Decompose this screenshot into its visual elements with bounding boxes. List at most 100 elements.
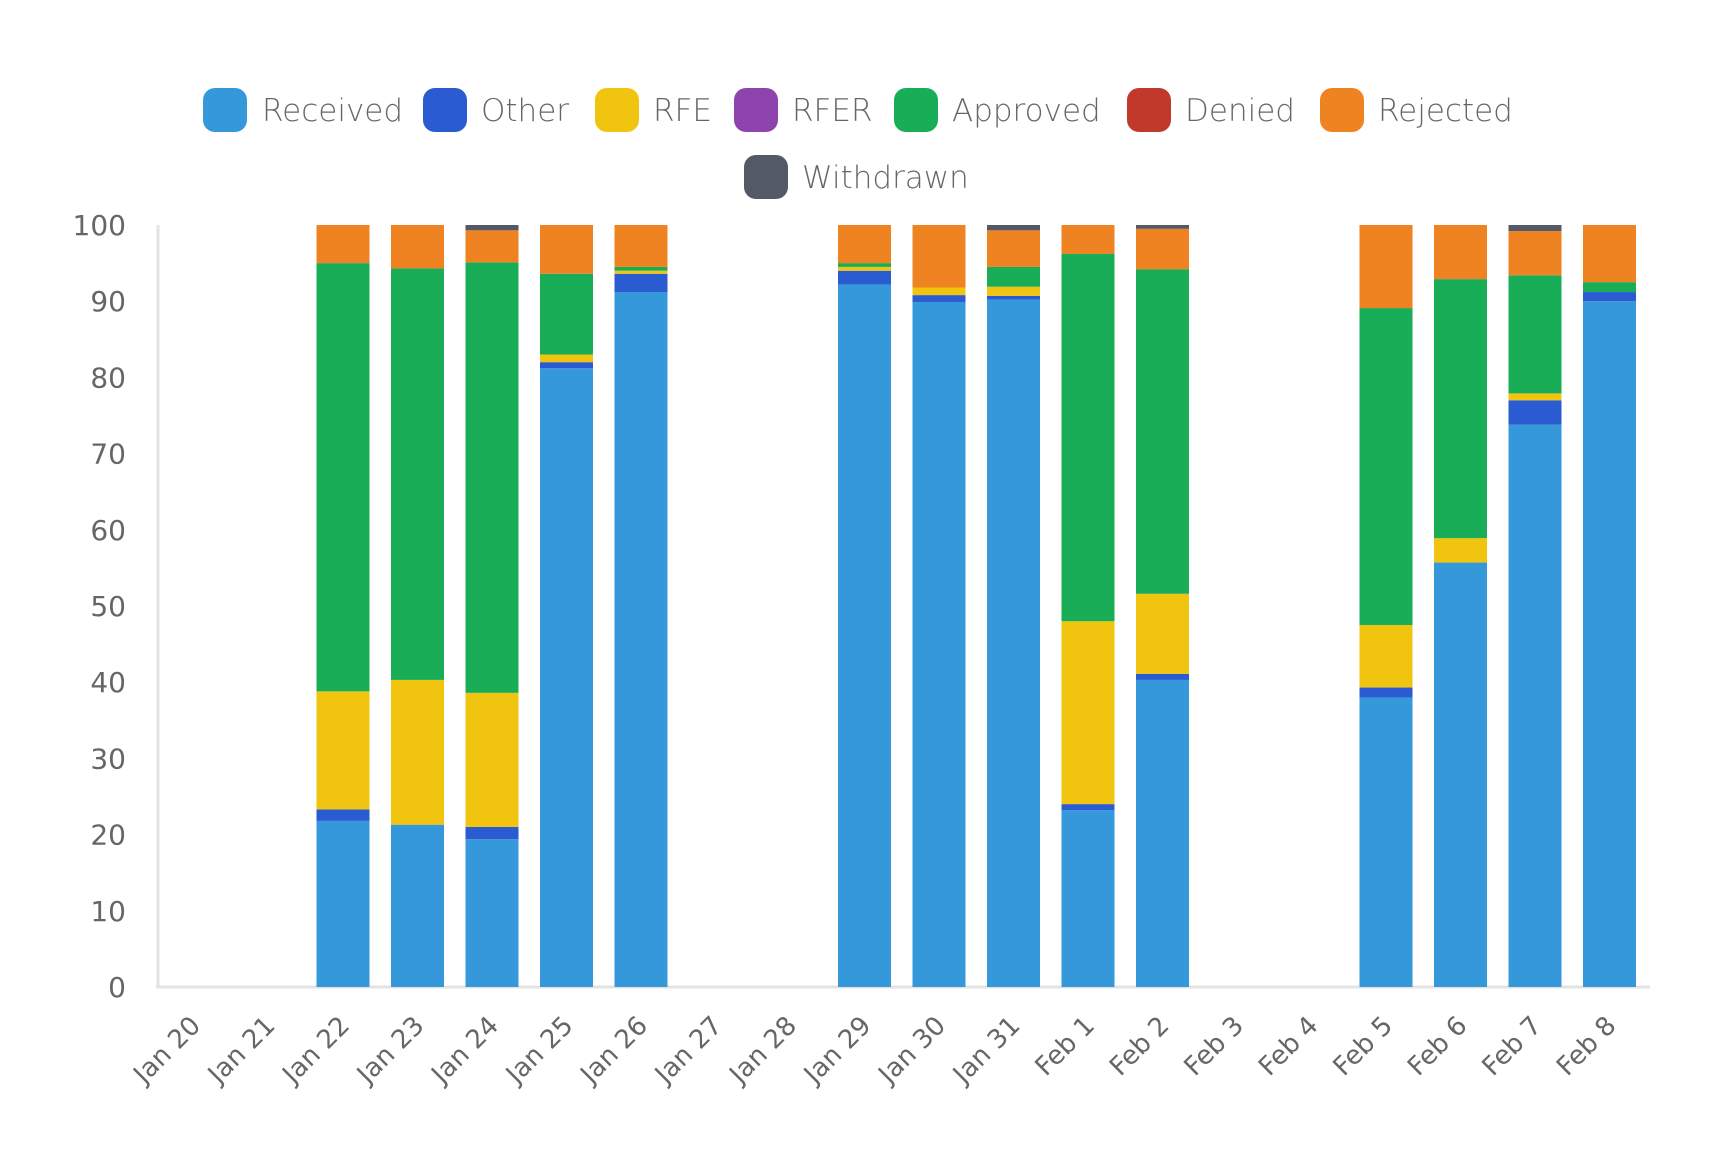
bar-segment-rfe[interactable] <box>1434 538 1487 563</box>
bar-segment-received[interactable] <box>540 368 593 988</box>
y-tick-label: 90 <box>90 285 126 318</box>
bar-stack-feb-8[interactable] <box>1583 225 1636 987</box>
bar-segment-rfe[interactable] <box>465 692 519 827</box>
legend-swatch-denied <box>1127 88 1171 132</box>
legend-item-rfer[interactable]: RFER <box>734 88 873 132</box>
bar-segment-approved[interactable] <box>465 262 519 693</box>
bar-segment-rfe[interactable] <box>391 679 444 825</box>
bar-segment-other[interactable] <box>838 270 891 285</box>
bar-segment-rfe[interactable] <box>912 287 966 296</box>
bar-segment-received[interactable] <box>316 820 370 987</box>
bar-segment-received[interactable] <box>1583 301 1636 987</box>
bar-stack-feb-1[interactable] <box>1061 225 1115 987</box>
bar-segment-rfe[interactable] <box>987 286 1040 296</box>
bar-segment-approved[interactable] <box>1136 269 1189 594</box>
bar-segment-rejected[interactable] <box>614 225 668 267</box>
bar-stack-feb-7[interactable] <box>1508 225 1562 987</box>
bar-segment-received[interactable] <box>465 839 519 987</box>
bar-segment-other[interactable] <box>1061 804 1115 811</box>
bar-stack-jan-31[interactable] <box>987 225 1040 987</box>
bar-segment-withdrawn[interactable] <box>465 225 519 231</box>
bar-segment-approved[interactable] <box>1061 253 1115 622</box>
bar-segment-rejected[interactable] <box>1061 225 1115 254</box>
bar-segment-rfe[interactable] <box>1359 625 1413 688</box>
legend-label-rejected: Rejected <box>1378 93 1513 129</box>
bar-stack-jan-29[interactable] <box>838 225 891 987</box>
bar-stack-jan-25[interactable] <box>540 225 593 988</box>
bar-segment-rejected[interactable] <box>987 230 1040 267</box>
bar-segment-rejected[interactable] <box>1434 225 1487 280</box>
bar-segment-approved[interactable] <box>1359 308 1413 626</box>
bar-segment-other[interactable] <box>1583 292 1636 302</box>
bar-segment-rfe[interactable] <box>614 270 668 274</box>
bar-segment-received[interactable] <box>1136 679 1189 987</box>
y-tick-label: 40 <box>90 666 126 699</box>
bar-stack-jan-24[interactable] <box>465 225 519 987</box>
bar-segment-other[interactable] <box>987 295 1040 300</box>
bar-stack-feb-5[interactable] <box>1359 225 1413 987</box>
bar-segment-rejected[interactable] <box>465 230 519 263</box>
bar-segment-approved[interactable] <box>1583 282 1636 293</box>
bar-segment-received[interactable] <box>614 292 668 987</box>
bar-segment-approved[interactable] <box>316 263 370 692</box>
bar-segment-other[interactable] <box>614 273 668 293</box>
bar-segment-withdrawn[interactable] <box>987 225 1040 231</box>
bar-segment-approved[interactable] <box>838 263 891 267</box>
bar-segment-received[interactable] <box>912 301 966 987</box>
bar-segment-rejected[interactable] <box>1359 225 1413 309</box>
legend-swatch-other <box>423 88 467 132</box>
bar-segment-rejected[interactable] <box>912 225 966 288</box>
bar-segment-rfe[interactable] <box>838 266 891 271</box>
bar-stack-jan-30[interactable] <box>912 225 966 987</box>
bar-segment-rejected[interactable] <box>1583 225 1636 283</box>
bar-segment-other[interactable] <box>1508 400 1562 425</box>
bar-segment-approved[interactable] <box>987 266 1040 287</box>
bar-segment-rejected[interactable] <box>1508 231 1562 276</box>
bar-stack-jan-23[interactable] <box>391 225 444 987</box>
bar-segment-rejected[interactable] <box>540 225 593 274</box>
bar-segment-received[interactable] <box>1508 424 1562 987</box>
bar-segment-rfe[interactable] <box>1508 393 1562 401</box>
bar-segment-received[interactable] <box>1434 562 1487 987</box>
y-tick-label: 0 <box>108 971 126 1004</box>
legend-item-denied[interactable]: Denied <box>1127 88 1295 132</box>
bar-segment-other[interactable] <box>1359 687 1413 698</box>
y-tick-label: 80 <box>90 361 126 394</box>
bar-segment-other[interactable] <box>1136 673 1189 680</box>
bar-segment-rfe[interactable] <box>316 691 370 810</box>
bar-segment-rejected[interactable] <box>1136 228 1189 270</box>
legend-item-rejected[interactable]: Rejected <box>1320 88 1513 132</box>
bar-segment-received[interactable] <box>1061 810 1115 987</box>
bar-segment-approved[interactable] <box>1434 279 1487 539</box>
bar-segment-rfe[interactable] <box>1136 593 1189 674</box>
legend-item-withdrawn[interactable]: Withdrawn <box>744 155 969 199</box>
bar-segment-other[interactable] <box>316 809 370 821</box>
bar-segment-other[interactable] <box>465 826 519 840</box>
bar-segment-rfe[interactable] <box>1061 621 1115 805</box>
bar-segment-rejected[interactable] <box>838 225 891 264</box>
bar-segment-other[interactable] <box>540 362 593 369</box>
bar-stack-feb-2[interactable] <box>1136 225 1189 987</box>
bar-segment-received[interactable] <box>1359 697 1413 987</box>
bar-segment-approved[interactable] <box>391 268 444 680</box>
bar-segment-other[interactable] <box>912 295 966 302</box>
legend-item-received[interactable]: Received <box>203 88 403 132</box>
bar-segment-approved[interactable] <box>540 273 593 355</box>
bar-segment-rejected[interactable] <box>391 225 444 269</box>
bar-stack-jan-22[interactable] <box>316 225 370 987</box>
bar-segment-received[interactable] <box>391 824 444 987</box>
bar-segment-received[interactable] <box>987 299 1040 987</box>
bar-stack-jan-26[interactable] <box>614 225 668 987</box>
bar-segment-rejected[interactable] <box>316 225 370 264</box>
bar-segment-withdrawn[interactable] <box>1136 225 1189 229</box>
bar-segment-approved[interactable] <box>1508 275 1562 394</box>
legend-item-approved[interactable]: Approved <box>894 88 1101 132</box>
bar-segment-rfe[interactable] <box>540 354 593 363</box>
y-axis: 0 10 20 30 40 50 60 70 80 90 100 <box>73 209 160 1004</box>
bar-segment-approved[interactable] <box>614 266 668 271</box>
bar-segment-withdrawn[interactable] <box>1508 225 1562 232</box>
legend-item-rfe[interactable]: RFE <box>595 88 712 132</box>
bar-stack-feb-6[interactable] <box>1434 225 1487 987</box>
legend-item-other[interactable]: Other <box>423 88 569 132</box>
bar-segment-received[interactable] <box>838 284 891 987</box>
